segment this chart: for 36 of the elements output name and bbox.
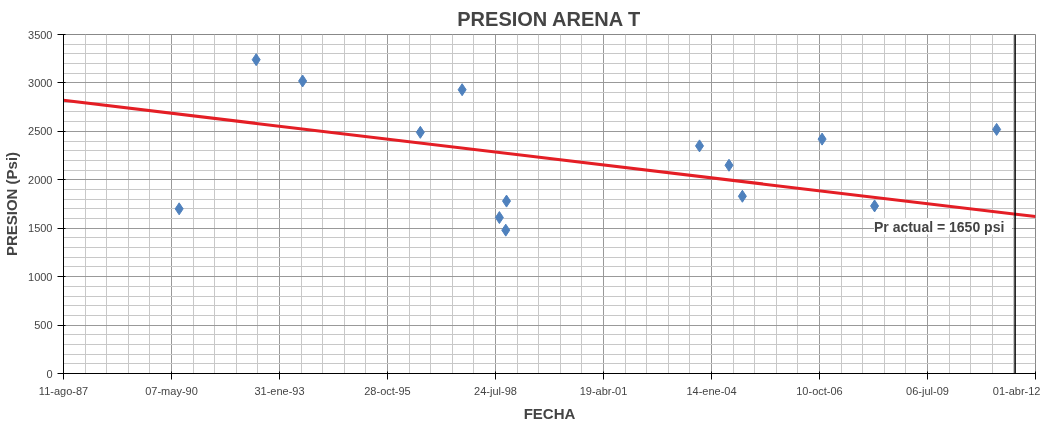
y-tick-label: 3500: [28, 28, 53, 41]
x-tick-label: 14-ene-04: [686, 384, 737, 397]
point: [457, 83, 467, 97]
ref-line-label: Pr actual = 1650 psi: [873, 218, 1005, 235]
point: [251, 53, 261, 67]
x-tick-label: 19-abr-01: [579, 384, 628, 397]
y-tick-label: 1000: [28, 270, 53, 283]
point: [494, 211, 504, 225]
y-tick-label: 3000: [28, 76, 53, 89]
x-tick-label: 07-may-90: [145, 384, 198, 397]
point: [992, 122, 1002, 136]
x-tick-label: 31-ene-93: [254, 384, 305, 397]
chart-title: PRESION ARENA T: [457, 7, 641, 30]
point: [415, 125, 425, 139]
y-tick-label: 1500: [28, 222, 53, 235]
point: [298, 74, 308, 88]
point: [737, 189, 747, 203]
point: [695, 139, 705, 153]
point: [817, 132, 827, 146]
y-tick-label: 2000: [28, 173, 53, 186]
x-tick-label: 24-jul-98: [474, 384, 517, 397]
y-tick-label: 500: [34, 319, 53, 332]
x-tick-label: 06-jul-09: [906, 384, 949, 397]
point: [870, 199, 880, 213]
point: [724, 158, 734, 172]
y-tick-label: 0: [46, 367, 53, 380]
y-axis-title: PRESION (Psi): [3, 151, 21, 257]
point: [501, 223, 511, 237]
y-tick-label: 2500: [28, 125, 53, 138]
point: [174, 202, 184, 216]
x-tick-label: 01-abr-12: [992, 384, 1041, 397]
point: [502, 194, 512, 208]
x-axis-title: FECHA: [523, 404, 576, 422]
x-tick-label: 28-oct-95: [364, 384, 411, 397]
x-tick-label: 11-ago-87: [38, 384, 89, 397]
x-tick-label: 10-oct-06: [796, 384, 843, 397]
